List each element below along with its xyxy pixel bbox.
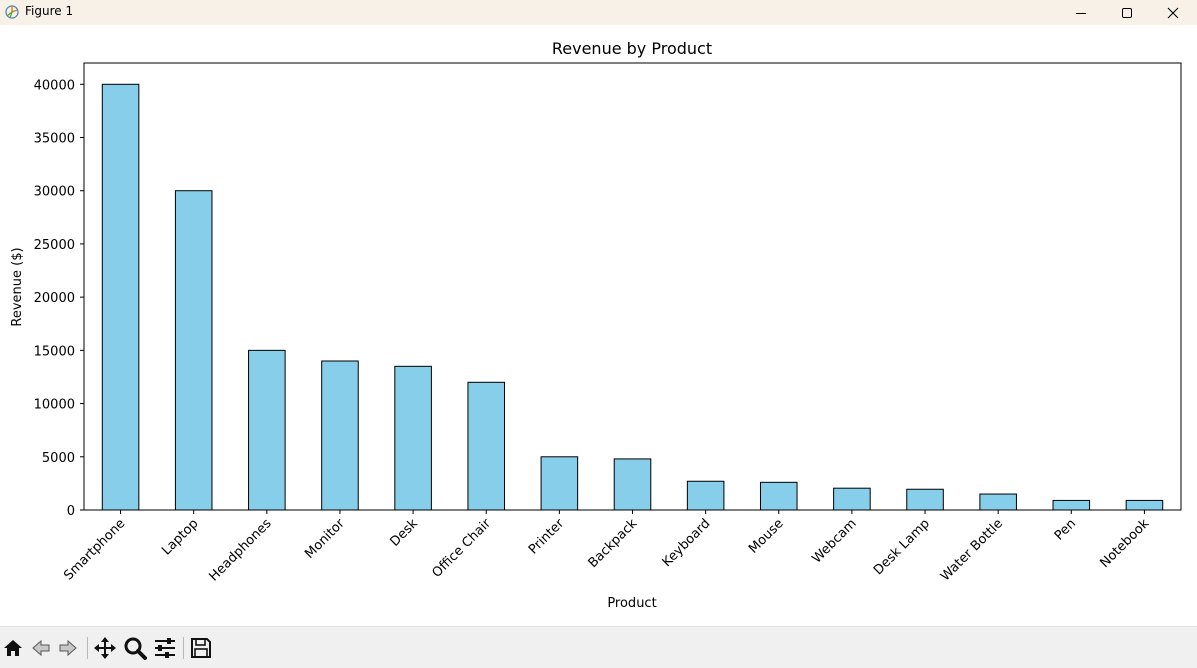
window-title: Figure 1 bbox=[25, 4, 74, 18]
x-tick-label: Headphones bbox=[206, 516, 274, 584]
x-tick-label: Water Bottle bbox=[938, 516, 1006, 584]
x-tick-label: Pen bbox=[1052, 516, 1079, 543]
bar bbox=[467, 381, 506, 511]
zoom-button[interactable] bbox=[122, 635, 148, 661]
figure-canvas: Revenue by Product Product Revenue ($) 0… bbox=[0, 25, 1197, 625]
y-tick-label: 35000 bbox=[34, 132, 75, 147]
bar bbox=[1125, 499, 1164, 511]
y-axis-label: Revenue ($) bbox=[10, 247, 25, 326]
back-button[interactable] bbox=[28, 635, 54, 661]
toolbar-separator bbox=[87, 637, 88, 659]
bar bbox=[613, 458, 652, 511]
x-tick-label: Office Chair bbox=[429, 516, 494, 581]
x-tick-label: Printer bbox=[526, 516, 568, 558]
y-axis: 0 5000 10000 15000 20000 25000 30000 35000 40000 bbox=[34, 78, 84, 519]
y-tick-label: 15000 bbox=[34, 344, 75, 359]
app-icon bbox=[5, 5, 19, 19]
x-tick-label: Monitor bbox=[302, 516, 348, 562]
pan-button[interactable] bbox=[92, 635, 118, 661]
x-tick-label: Backpack bbox=[586, 516, 641, 571]
bar-chart: Revenue by Product Product Revenue ($) 0… bbox=[10, 39, 1182, 611]
bar bbox=[540, 456, 579, 511]
home-button[interactable] bbox=[0, 635, 26, 661]
bar bbox=[1052, 499, 1091, 511]
minimize-button[interactable] bbox=[1058, 0, 1104, 25]
y-tick-label: 5000 bbox=[42, 451, 75, 466]
y-tick-label: 40000 bbox=[34, 78, 75, 93]
back-icon bbox=[32, 639, 50, 657]
bar bbox=[174, 190, 213, 511]
x-tick-label: Desk Lamp bbox=[871, 516, 933, 578]
close-icon bbox=[1167, 7, 1179, 18]
close-button[interactable] bbox=[1150, 0, 1196, 25]
home-icon bbox=[4, 640, 22, 656]
bar bbox=[248, 349, 286, 511]
minimize-icon bbox=[1076, 12, 1086, 14]
save-icon bbox=[191, 638, 211, 658]
x-tick-label: Mouse bbox=[746, 516, 786, 556]
y-tick-label: 0 bbox=[67, 504, 75, 519]
bar bbox=[979, 493, 1017, 511]
bar bbox=[759, 481, 798, 511]
plot-frame bbox=[83, 62, 1182, 511]
configure-subplots-button[interactable] bbox=[152, 635, 178, 661]
bar bbox=[833, 487, 871, 511]
y-tick-label: 25000 bbox=[34, 238, 75, 253]
y-tick-label: 30000 bbox=[34, 185, 75, 200]
x-tick-label: Laptop bbox=[159, 516, 201, 558]
y-tick-label: 10000 bbox=[34, 398, 75, 413]
configure-subplots-icon bbox=[155, 638, 175, 658]
y-tick-label: 20000 bbox=[34, 291, 75, 306]
maximize-icon bbox=[1122, 7, 1132, 18]
toolbar-separator bbox=[183, 637, 184, 659]
save-button[interactable] bbox=[188, 635, 214, 661]
forward-icon bbox=[59, 639, 77, 657]
maximize-button[interactable] bbox=[1104, 0, 1150, 25]
x-tick-label: Notebook bbox=[1097, 516, 1152, 571]
bar bbox=[321, 360, 359, 511]
bar bbox=[394, 365, 432, 511]
chart-title: Revenue by Product bbox=[552, 39, 712, 58]
pan-icon bbox=[94, 637, 116, 659]
bar bbox=[906, 488, 944, 511]
x-tick-label: Webcam bbox=[809, 516, 859, 566]
bars bbox=[101, 83, 1164, 511]
forward-button[interactable] bbox=[55, 635, 81, 661]
bar bbox=[686, 480, 725, 511]
bar bbox=[101, 83, 140, 511]
x-tick-label: Keyboard bbox=[660, 516, 714, 570]
navigation-toolbar bbox=[0, 626, 1197, 668]
x-tick-label: Desk bbox=[387, 516, 421, 550]
x-tick-label: Smartphone bbox=[61, 516, 128, 583]
x-axis: Smartphone Laptop Headphones Monitor Desk Off… bbox=[61, 510, 1153, 584]
zoom-icon bbox=[124, 637, 147, 660]
x-axis-label: Product bbox=[607, 596, 656, 611]
window-titlebar: Figure 1 bbox=[0, 0, 1197, 25]
